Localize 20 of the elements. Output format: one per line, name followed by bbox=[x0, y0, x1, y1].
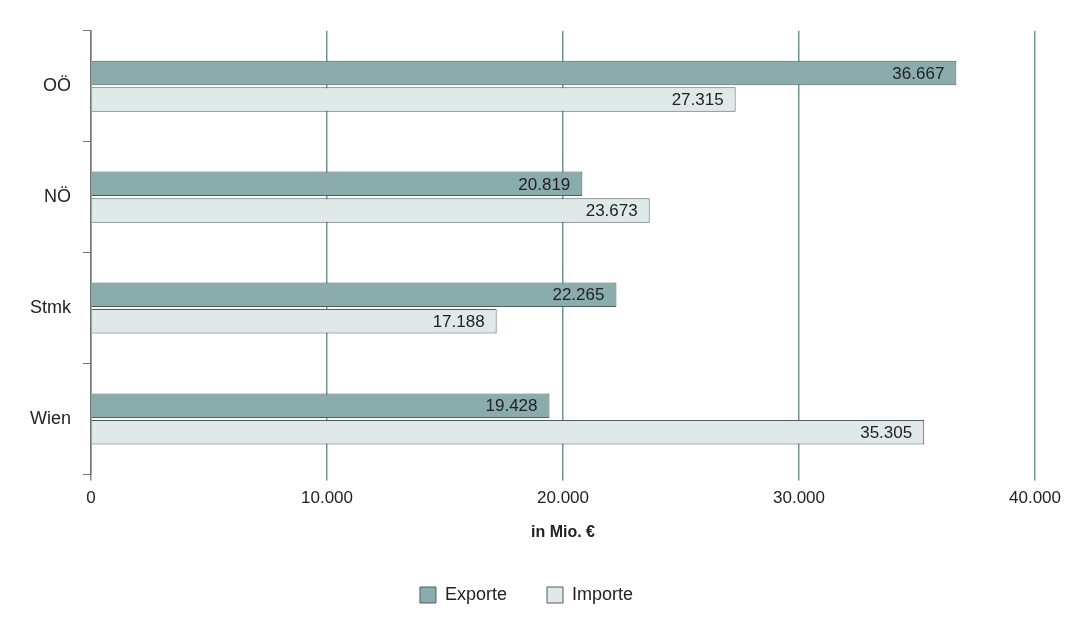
data-label: 20.819 bbox=[518, 174, 571, 194]
x-tick-label: 40.000 bbox=[1009, 488, 1061, 508]
legend-label: Importe bbox=[572, 583, 634, 604]
data-label: 23.673 bbox=[585, 201, 638, 221]
legend-label: Exporte bbox=[444, 583, 508, 604]
y-tick-label: OÖ bbox=[42, 75, 72, 96]
x-tick-label: 10.000 bbox=[301, 488, 354, 508]
x-tick-label: 30.000 bbox=[773, 488, 825, 508]
data-label: 19.428 bbox=[485, 396, 538, 416]
x-axis-title: in Mio. € bbox=[531, 522, 596, 540]
data-label: 35.305 bbox=[860, 422, 913, 442]
data-label: 27.315 bbox=[671, 90, 724, 110]
x-tick-label: 20.000 bbox=[537, 488, 589, 508]
data-label: 22.265 bbox=[552, 285, 605, 305]
data-label: 17.188 bbox=[432, 312, 485, 332]
data-label: 36.667 bbox=[892, 63, 945, 83]
y-tick-label: Stmk bbox=[29, 297, 72, 318]
y-tick-label: NÖ bbox=[44, 186, 72, 207]
y-tick-label: Wien bbox=[29, 407, 72, 428]
x-tick-label: 0 bbox=[86, 488, 96, 508]
